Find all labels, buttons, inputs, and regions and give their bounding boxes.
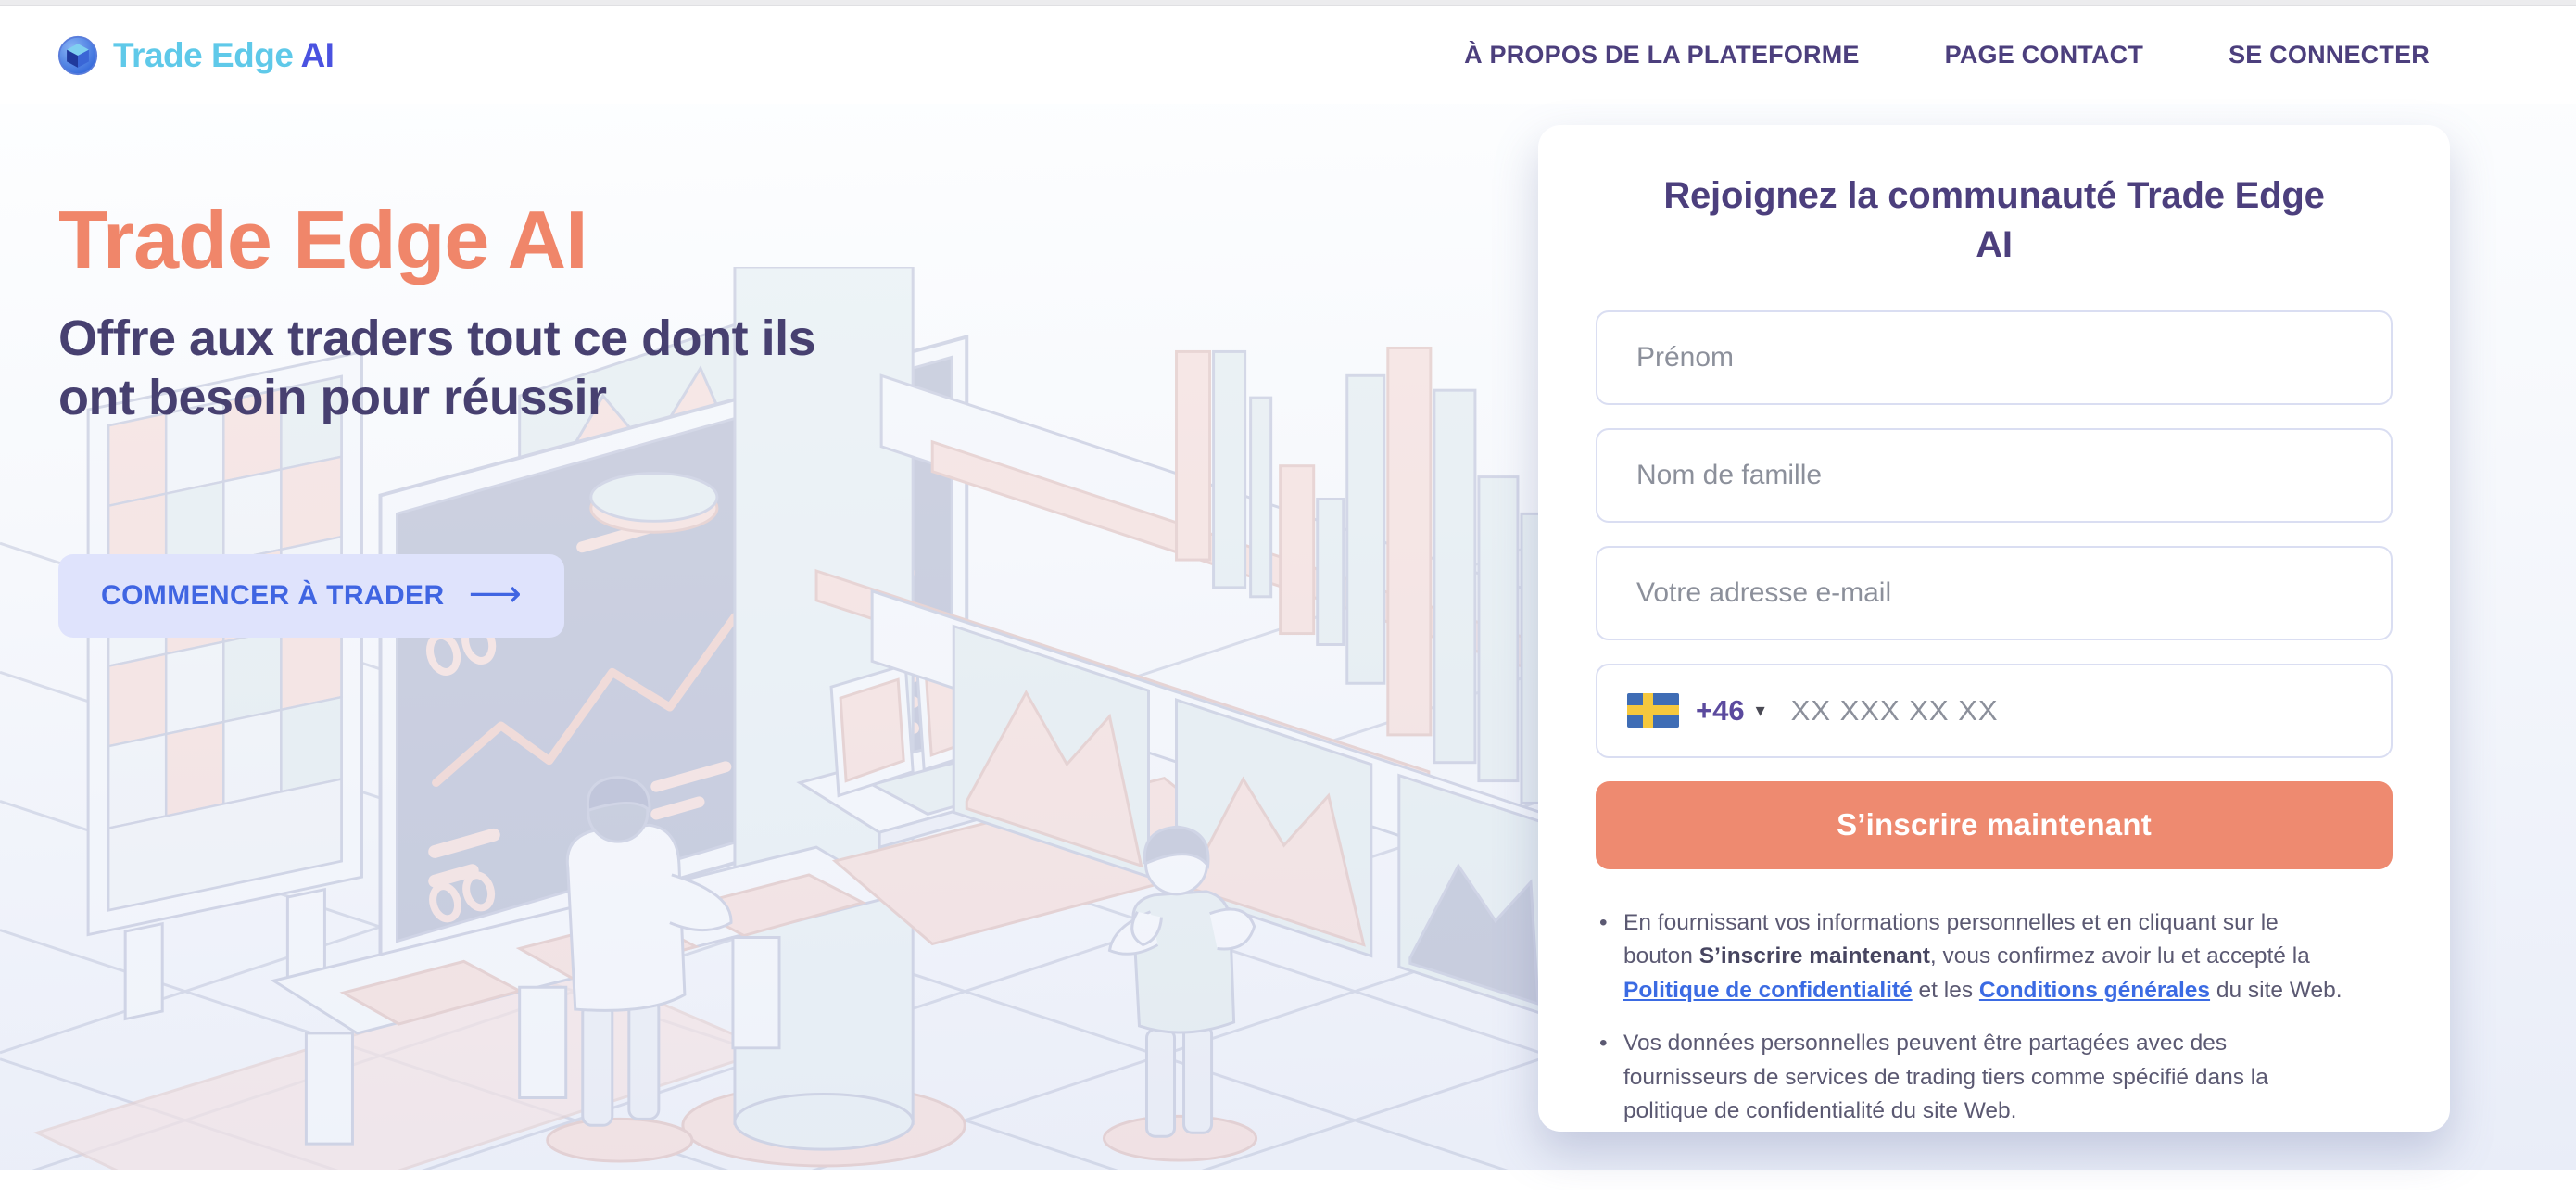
sweden-flag-icon[interactable] [1627, 693, 1679, 728]
country-code-value[interactable]: +46 [1696, 693, 1745, 727]
main-nav: À PROPOS DE LA PLATEFORME PAGE CONTACT S… [1464, 41, 2430, 70]
last-name-input[interactable] [1596, 427, 2393, 523]
phone-input-group: +46 ▾ [1596, 663, 2393, 758]
nav-link-about-platform[interactable]: À PROPOS DE LA PLATEFORME [1464, 41, 1860, 69]
hero-subtitle: Offre aux traders tout ce dont ils ont b… [58, 310, 816, 427]
email-input[interactable] [1596, 545, 2393, 640]
legal-notes: En fournissant vos informations personne… [1596, 906, 2393, 1130]
brand-name: Trade Edge AI [113, 35, 335, 74]
signup-card-title-line-2: AI [1976, 223, 2013, 265]
first-name-input[interactable] [1596, 310, 2393, 405]
start-trading-label: COMMENCER À TRADER [101, 580, 445, 611]
signup-card-title: Rejoignez la communauté Trade Edge AI [1596, 171, 2393, 270]
start-trading-button[interactable]: COMMENCER À TRADER ⟶ [58, 554, 565, 638]
legal-note-sharing: Vos données personnelles peuvent être pa… [1596, 1027, 2346, 1129]
arrow-right-icon: ⟶ [468, 574, 523, 614]
brand-logo[interactable]: Trade Edge AI [57, 35, 335, 76]
header: Trade Edge AI À PROPOS DE LA PLATEFORME P… [0, 6, 2576, 104]
nav-link-login[interactable]: SE CONNECTER [2229, 41, 2430, 69]
chevron-down-icon[interactable]: ▾ [1755, 701, 1765, 722]
trading-floor-illustration [0, 267, 1540, 1170]
hero-subtitle-line-1: Offre aux traders tout ce dont ils [58, 310, 816, 366]
hero-section: Trade Edge AI Offre aux traders tout ce … [0, 104, 2576, 1170]
signup-submit-button[interactable]: S’inscrire maintenant [1596, 780, 2393, 869]
signup-card: Rejoignez la communauté Trade Edge AI +4… [1538, 125, 2450, 1132]
signup-card-title-line-1: Rejoignez la communauté Trade Edge [1663, 175, 2325, 216]
phone-number-input[interactable] [1764, 669, 2391, 752]
legal-note-consent: En fournissant vos informations personne… [1596, 906, 2346, 1008]
top-strip [0, 0, 2576, 6]
hero-subtitle-line-2: ont besoin pour réussir [58, 369, 607, 425]
privacy-policy-link[interactable]: Politique de confidentialité [1623, 978, 1913, 1004]
terms-link[interactable]: Conditions générales [1978, 978, 2211, 1004]
nav-link-contact-page[interactable]: PAGE CONTACT [1944, 41, 2144, 69]
brand-logo-icon [57, 35, 98, 75]
hero-title: Trade Edge AI [58, 194, 588, 285]
